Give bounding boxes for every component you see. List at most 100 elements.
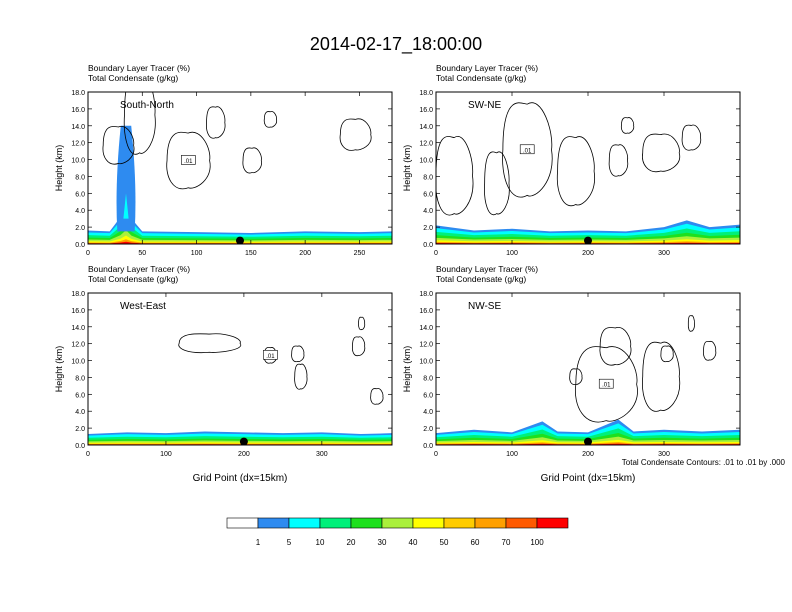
y-tick-label: 4.0 — [423, 409, 433, 416]
condensate-contour — [569, 368, 583, 385]
colorbar-cell — [443, 517, 476, 529]
colorbar-label: 1 — [256, 538, 261, 547]
x-axis-label: Grid Point (dx=15km) — [193, 473, 288, 484]
colorbar-cell — [412, 517, 445, 529]
condensate-contour — [642, 133, 681, 173]
condensate-contour — [687, 315, 695, 332]
figure-title: 2014-02-17_18:00:00 — [310, 34, 482, 55]
y-axis-label: Height (km) — [54, 145, 64, 192]
x-tick-label: 250 — [354, 250, 366, 257]
contour-label-box — [598, 378, 614, 389]
condensate-contour — [351, 336, 366, 357]
condensate-contour — [102, 126, 135, 165]
y-tick-label: 2.0 — [75, 426, 85, 433]
y-tick-label: 6.0 — [75, 191, 85, 198]
plot-area: .01 — [88, 92, 392, 244]
y-tick-label: 10.0 — [71, 158, 85, 165]
y-tick-label: 2.0 — [75, 225, 85, 232]
colorbar-label: 60 — [471, 538, 480, 547]
condensate-contour — [599, 327, 632, 366]
tracer-layer — [88, 241, 392, 244]
colorbar-label: 5 — [287, 538, 292, 547]
contour-label: .01 — [184, 159, 193, 165]
y-tick-label: 12.0 — [71, 141, 85, 148]
condensate-contour — [484, 151, 510, 216]
condensate-contour — [436, 136, 474, 216]
colorbar-label: 70 — [502, 538, 511, 547]
panel-name: West-East — [120, 301, 166, 312]
y-tick-label: 0.0 — [75, 242, 85, 249]
x-tick-label: 50 — [138, 250, 146, 257]
y-tick-label: 8.0 — [75, 375, 85, 382]
label-tracer: Boundary Layer Tracer (%) — [436, 264, 538, 274]
y-tick-label: 14.0 — [71, 124, 85, 131]
y-tick-label: 0.0 — [75, 443, 85, 450]
condensate-contour — [660, 345, 674, 363]
plot-frame — [435, 292, 741, 446]
colorbar-cell — [319, 517, 352, 529]
colorbar-cell — [288, 517, 321, 529]
panel-sw-ne: .01 0.0 2.0 4.0 6.0 8.0 10.0 12.0 14.0 16.0 18.0 0 1… — [402, 63, 741, 257]
tracer-plume-core — [123, 193, 129, 219]
y-tick-label: 18.0 — [71, 291, 85, 298]
y-tick-label: 8.0 — [423, 375, 433, 382]
x-tick-label: 0 — [86, 451, 90, 458]
y-tick-label: 12.0 — [419, 141, 433, 148]
label-tracer: Boundary Layer Tracer (%) — [88, 63, 190, 73]
condensate-contour — [370, 388, 384, 405]
x-tick-label: 200 — [582, 451, 594, 458]
contour-label: .01 — [266, 354, 275, 360]
colorbar-cell — [536, 517, 569, 529]
contour-label: .01 — [602, 383, 611, 389]
x-tick-label: 150 — [245, 250, 257, 257]
y-tick-label: 4.0 — [75, 208, 85, 215]
tracer-layer — [88, 207, 392, 244]
y-tick-label: 4.0 — [423, 208, 433, 215]
panel-name: South-North — [120, 100, 174, 111]
x-tick-label: 100 — [160, 451, 172, 458]
tracer-layer — [88, 235, 392, 244]
y-tick-label: 14.0 — [419, 325, 433, 332]
y-tick-label: 16.0 — [419, 308, 433, 315]
y-tick-label: 10.0 — [419, 359, 433, 366]
plot-area: .01 — [436, 315, 740, 445]
panel-west-east: .01 0.0 2.0 4.0 6.0 8.0 10.0 12.0 14.0 16.0 18.0 0 1… — [54, 264, 393, 484]
y-tick-label: 18.0 — [419, 291, 433, 298]
x-tick-label: 300 — [658, 250, 670, 257]
x-tick-label: 200 — [299, 250, 311, 257]
location-marker — [236, 236, 244, 244]
condensate-contour — [681, 124, 702, 151]
condensate-contour — [291, 345, 305, 363]
y-tick-label: 14.0 — [419, 124, 433, 131]
x-tick-label: 300 — [658, 451, 670, 458]
condensate-contour — [242, 147, 262, 174]
contour-label-box — [181, 155, 196, 165]
tracer-layer — [88, 223, 392, 244]
colorbar-label: 50 — [440, 538, 449, 547]
x-tick-label: 0 — [86, 250, 90, 257]
panel-name: NW-SE — [468, 301, 501, 312]
y-axis-label: Height (km) — [54, 346, 64, 393]
plot-frame — [87, 91, 393, 245]
colorbar-cell — [505, 517, 538, 529]
colorbar-label: 10 — [316, 538, 325, 547]
condensate-contour — [608, 144, 629, 177]
y-tick-label: 2.0 — [423, 225, 433, 232]
contour-label-box — [263, 350, 278, 360]
colorbar-label: 30 — [378, 538, 387, 547]
condensate-contour — [556, 136, 595, 207]
tracer-layer — [88, 239, 392, 244]
y-axis-label: Height (km) — [402, 346, 412, 393]
panel-south-north: .01 0.0 2.0 4.0 6.0 8.0 10.0 12.0 14.0 16.0 18.0 0 5… — [54, 63, 393, 257]
x-tick-label: 100 — [506, 250, 518, 257]
condensate-contour — [339, 118, 372, 151]
condensate-contour — [703, 340, 717, 361]
tracer-layer — [88, 216, 392, 244]
contour-label-box — [519, 144, 535, 155]
y-tick-label: 4.0 — [75, 409, 85, 416]
plot-area: .01 — [436, 102, 740, 244]
y-tick-label: 0.0 — [423, 242, 433, 249]
colorbar: 1 5 10 20 30 40 50 60 70 100 — [226, 517, 569, 547]
y-tick-label: 12.0 — [419, 342, 433, 349]
